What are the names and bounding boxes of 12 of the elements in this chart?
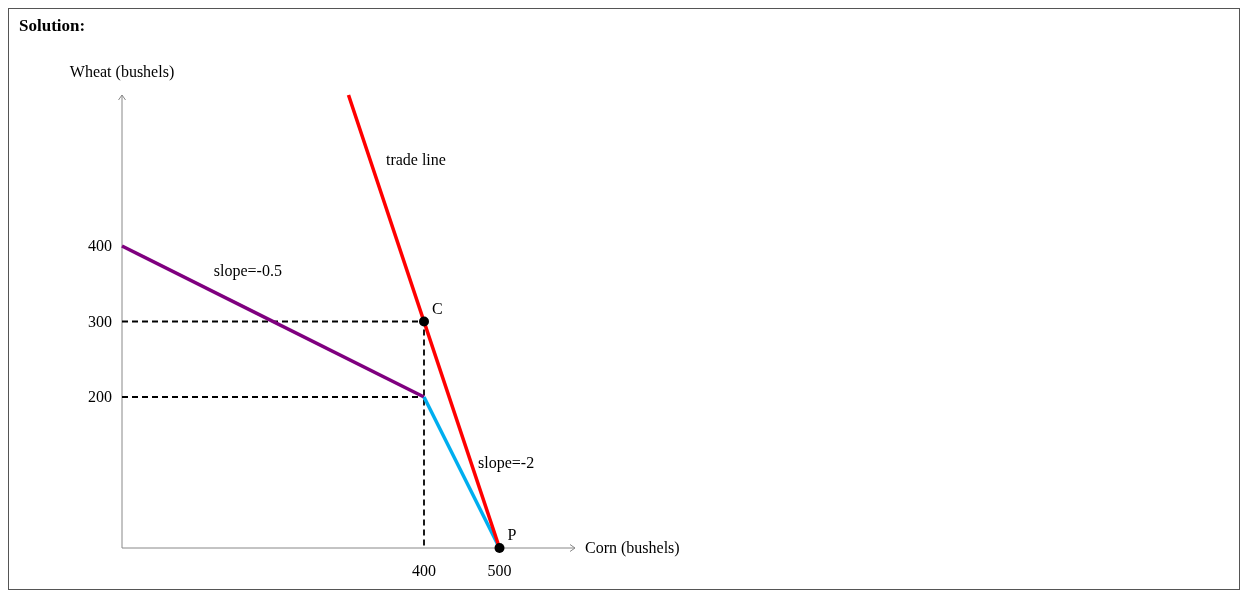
y-axis-title: Wheat (bushels) <box>69 63 175 81</box>
annotation: P <box>507 526 517 543</box>
annotation: C <box>432 299 443 317</box>
annotation: slope=-0.5 <box>213 261 282 280</box>
annotation: trade line <box>385 150 446 168</box>
x-axis-title: Corn (bushels) <box>585 539 680 557</box>
chart-title: Solution: <box>19 16 86 35</box>
y-tick-label: 400 <box>88 237 112 254</box>
y-tick-label: 300 <box>88 312 112 330</box>
y-tick-label: 200 <box>88 388 112 405</box>
x-tick-label: 500 <box>487 562 512 579</box>
annotation: slope=-2 <box>478 453 535 472</box>
